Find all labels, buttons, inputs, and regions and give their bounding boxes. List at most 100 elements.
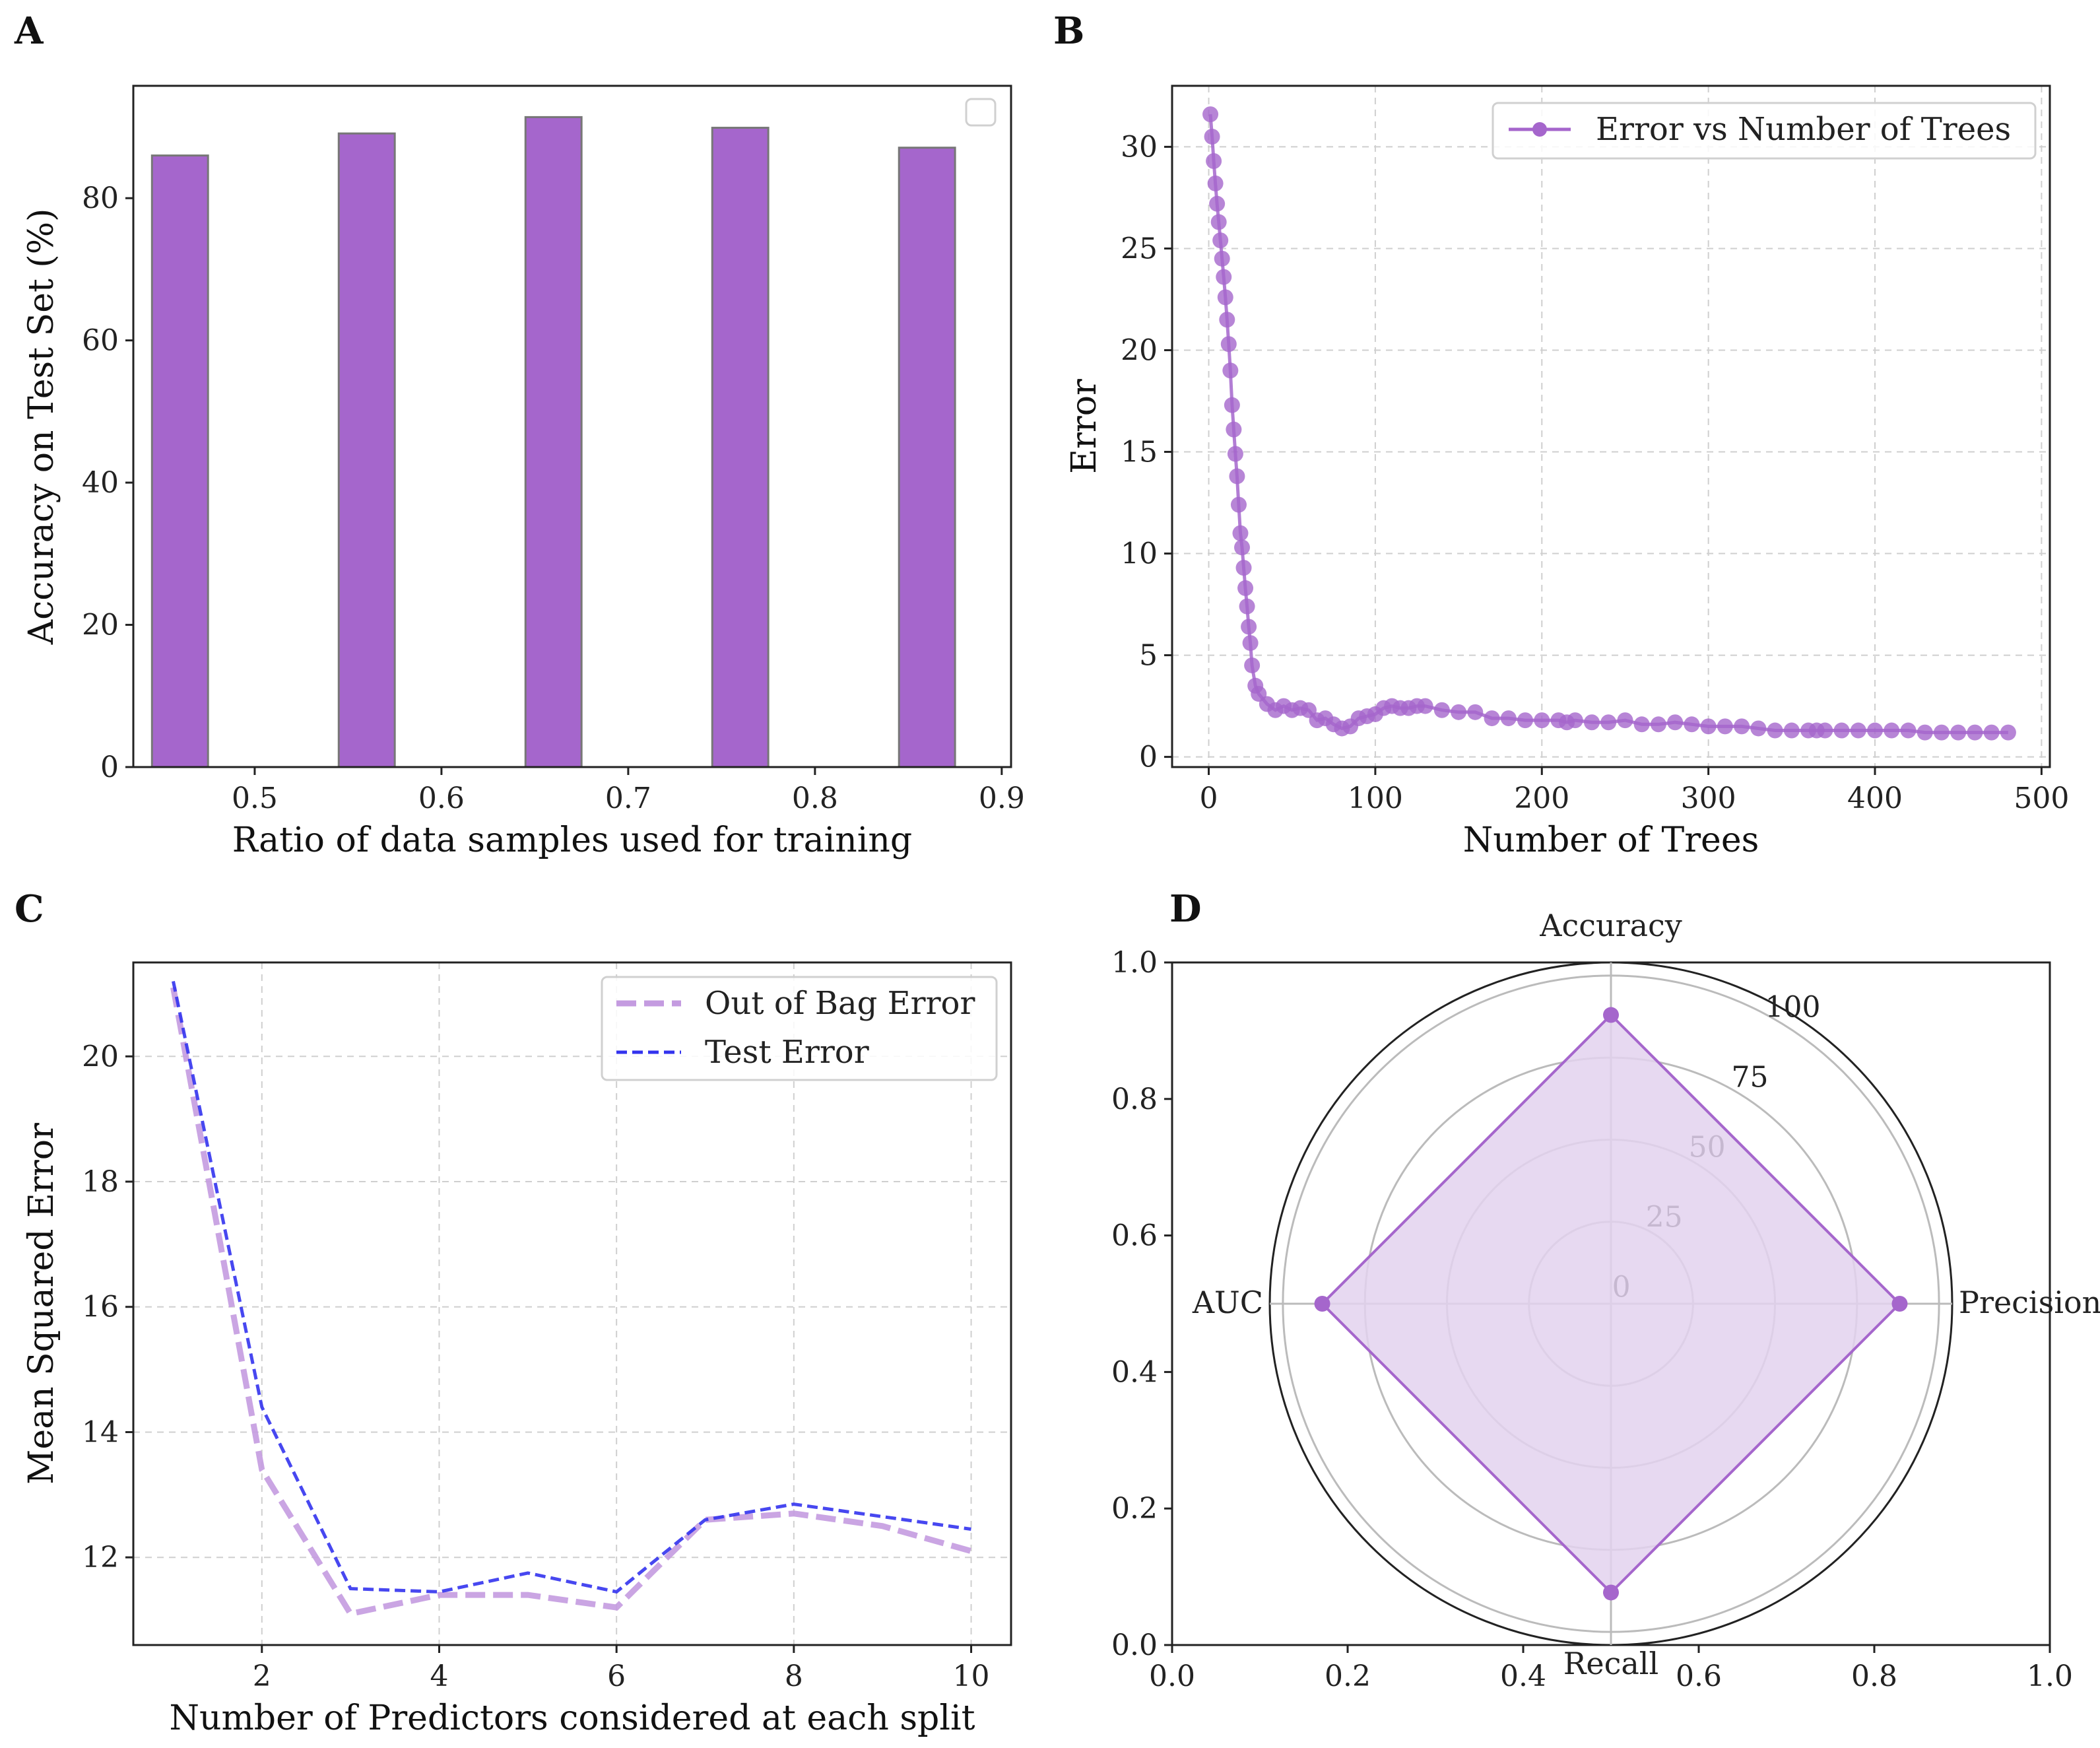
- y-tick-label: 20: [1121, 333, 1158, 367]
- data-point: [1226, 421, 1242, 438]
- y-tick-label: 40: [82, 466, 119, 500]
- bar: [898, 147, 956, 768]
- data-point: [1229, 468, 1245, 485]
- data-point: [1667, 714, 1684, 731]
- chart-a-frame: [132, 84, 1012, 768]
- chart-a-bar: 0.5 0.6 0.7 0.8 0.9 0 20 40 60 80 Ratio of data s…: [22, 84, 1025, 860]
- chart-d-ticks: 0.0 0.2 0.4 0.6 0.8 1.0 0.0 0.2 0.4 0.6 0.8 1.0: [1111, 946, 2073, 1693]
- data-point: [1244, 657, 1261, 673]
- x-tick-label: 8: [785, 1660, 803, 1693]
- y-tick-label: 12: [82, 1541, 119, 1574]
- chart-c-line: 2 4 6 8 10 12 14 16 18 20 Out of Bag Error Test E…: [22, 961, 1012, 1738]
- data-point: [1417, 698, 1433, 714]
- bar: [524, 116, 583, 768]
- data-point: [1204, 129, 1220, 145]
- chart-b-frame: [1171, 84, 2051, 768]
- x-tick-label: 0.0: [1149, 1660, 1195, 1693]
- data-point: [1583, 714, 1600, 731]
- data-point: [1767, 722, 1783, 739]
- x-tick-label: 0.5: [232, 782, 278, 815]
- chart-b-legend-label: Error vs Number of Trees: [1596, 111, 2011, 148]
- x-tick-label: 300: [1681, 782, 1736, 815]
- data-point: [1517, 712, 1534, 729]
- radar-axis-label: AUC: [1192, 1285, 1263, 1320]
- y-tick-label: 1.0: [1111, 946, 1158, 980]
- data-point: [1207, 175, 1224, 191]
- data-point: [1633, 716, 1650, 733]
- x-tick-label: 1.0: [2027, 1660, 2073, 1693]
- polar-r-tick-label: 75: [1732, 1061, 1769, 1094]
- chart-c-xlabel: Number of Predictors considered at each …: [170, 1698, 975, 1738]
- data-point: [2000, 724, 2016, 741]
- data-point: [1209, 195, 1226, 212]
- radar-point: [1314, 1296, 1330, 1312]
- chart-c-frame: [132, 961, 1012, 1646]
- y-tick-label: 18: [82, 1165, 119, 1199]
- data-point: [1484, 710, 1500, 727]
- y-tick-label: 0.6: [1111, 1219, 1158, 1253]
- data-point: [1235, 560, 1252, 576]
- chart-c-grid: [133, 962, 1011, 1645]
- data-point: [1212, 232, 1229, 249]
- data-point: [1650, 716, 1666, 733]
- x-tick-label: 0.8: [1851, 1660, 1897, 1693]
- panel-letter-d: D: [1169, 887, 1202, 931]
- chart-c-ticks: 2 4 6 8 10 12 14 16 18 20: [82, 1040, 990, 1693]
- chart-b-ticks: 0 100 200 300 400 500 0 5 10 15 20 25 30: [1121, 130, 2069, 815]
- data-point: [1817, 722, 1833, 739]
- x-tick-label: 0: [1200, 782, 1218, 815]
- data-point: [1220, 336, 1237, 353]
- chart-c-legend-label-test: Test Error: [705, 1034, 869, 1071]
- data-point: [1900, 722, 1917, 739]
- data-point: [1567, 712, 1583, 729]
- y-tick-label: 5: [1139, 639, 1158, 673]
- data-point: [1717, 718, 1733, 735]
- data-point: [1983, 724, 2000, 741]
- panel-letter-c: C: [15, 887, 44, 931]
- y-tick-label: 25: [1121, 232, 1158, 265]
- chart-b-grid: [1172, 86, 2050, 767]
- data-point: [1224, 397, 1240, 413]
- y-tick-label: 30: [1121, 130, 1158, 164]
- data-point: [1734, 718, 1750, 735]
- data-point: [1219, 312, 1235, 328]
- data-point: [1867, 722, 1884, 739]
- data-point: [1232, 525, 1249, 541]
- x-tick-label: 6: [607, 1660, 626, 1693]
- chart-c-series: [170, 980, 972, 1617]
- data-point: [1917, 724, 1933, 741]
- x-tick-label: 100: [1348, 782, 1403, 815]
- y-tick-label: 0.4: [1111, 1355, 1158, 1389]
- x-tick-label: 2: [253, 1660, 271, 1693]
- y-tick-label: 20: [82, 1040, 119, 1073]
- radar-axis-label: Accuracy: [1539, 908, 1682, 943]
- y-tick-label: 10: [1121, 537, 1158, 571]
- chart-d-polar: 0255075100AccuracyPrecisionRecallAUC: [1192, 908, 2100, 1681]
- x-tick-label: 0.6: [418, 782, 465, 815]
- chart-a-ylabel: Accuracy on Test Set (%): [22, 209, 61, 646]
- series-line: [172, 980, 971, 1594]
- y-tick-label: 0.8: [1111, 1083, 1158, 1116]
- y-tick-label: 0: [100, 751, 119, 784]
- chart-c-ylabel: Mean Squared Error: [22, 1123, 61, 1485]
- y-tick-label: 60: [82, 324, 119, 358]
- data-point: [1222, 362, 1239, 379]
- data-point: [1433, 702, 1450, 718]
- chart-b-xlabel: Number of Trees: [1463, 821, 1759, 860]
- data-point: [1617, 712, 1633, 729]
- x-tick-label: 0.2: [1325, 1660, 1371, 1693]
- x-tick-label: 4: [430, 1660, 448, 1693]
- panel-letter-a: A: [14, 9, 44, 53]
- data-point: [1684, 716, 1700, 733]
- radar-axis-label: Precision: [1959, 1285, 2100, 1320]
- bar: [150, 154, 209, 768]
- data-point: [1216, 269, 1232, 285]
- data-point: [1214, 250, 1230, 267]
- radar-point: [1603, 1007, 1619, 1023]
- x-tick-label: 10: [953, 1660, 990, 1693]
- data-point: [1206, 152, 1222, 169]
- chart-c-legend-box: [601, 976, 998, 1081]
- chart-d-radar: 0.00.20.40.60.81.00.00.20.40.60.81.0 025…: [1111, 908, 2100, 1693]
- data-point: [1500, 710, 1517, 727]
